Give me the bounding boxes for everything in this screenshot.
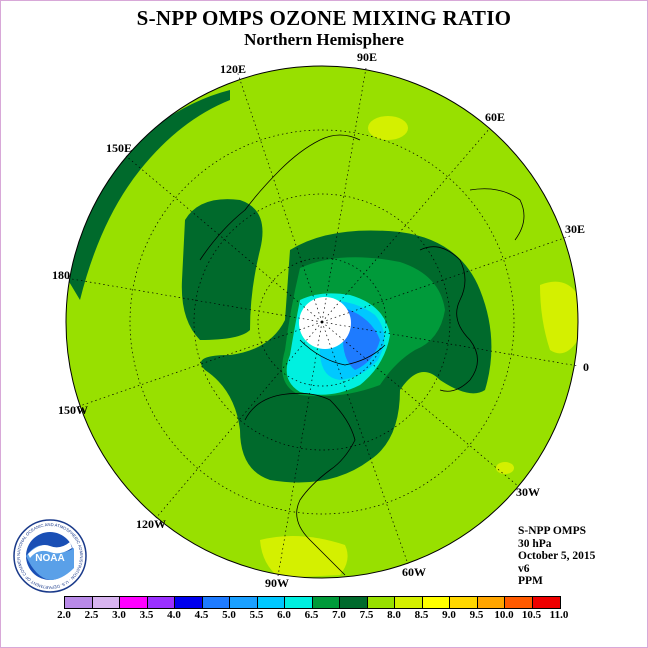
label-90w: 90W	[265, 576, 289, 590]
ozone-patch-north	[368, 116, 408, 140]
coastline-arctic	[299, 339, 386, 366]
meridian-30w	[321, 321, 519, 487]
colorbar-swatch	[312, 597, 340, 608]
colorbar-tick-label: 10.0	[494, 609, 514, 621]
meridian-0	[321, 321, 579, 367]
colorbar-tick-label: 7.0	[332, 609, 346, 621]
colorbar-swatch	[257, 597, 285, 608]
colorbar-tick-label: 6.0	[277, 609, 291, 621]
colorbar-swatch	[65, 597, 93, 608]
colorbar-swatch	[505, 597, 533, 608]
logo-text: NOAA	[35, 553, 64, 564]
chart-subtitle: Northern Hemisphere	[244, 30, 404, 49]
coastline-europe	[419, 246, 478, 392]
meridian-30e	[321, 235, 571, 323]
coastline-siberia	[199, 134, 361, 261]
map-boundary	[65, 65, 579, 579]
label-0: 0	[583, 360, 589, 374]
meridian-180	[65, 277, 323, 323]
colorbar-swatch	[147, 597, 175, 608]
colorbar-tick-label: 2.0	[57, 609, 71, 621]
label-60e: 60E	[485, 110, 506, 124]
colorbar-swatch	[450, 597, 478, 608]
label-30w: 30W	[516, 485, 540, 499]
colorbar-swatch	[120, 597, 148, 608]
colorbar-tick-label: 9.5	[469, 609, 484, 621]
parallel-0	[129, 129, 515, 515]
colorbar-tick-label: 4.0	[167, 609, 181, 621]
label-30e: 30E	[565, 222, 586, 236]
colorbar-tick-label: 10.5	[521, 609, 542, 621]
colorbar-tick-label: 8.0	[387, 609, 401, 621]
parallel-60n	[257, 257, 387, 387]
ozone-region-4.5-5	[342, 308, 380, 370]
polar-night-gap	[299, 297, 351, 349]
colorbar-swatch	[367, 597, 395, 608]
colorbar-tick-label: 3.0	[112, 609, 126, 621]
colorbar-tick-label: 7.5	[359, 609, 374, 621]
colorbar-tick-label: 9.0	[442, 609, 456, 621]
colorbar-tick-label: 2.5	[84, 609, 99, 621]
coastline-asia	[469, 188, 525, 241]
label-150e: 150E	[106, 141, 133, 155]
colorbar-tick-label: 3.5	[139, 609, 154, 621]
parallel-30n	[193, 193, 451, 451]
label-60w: 60W	[402, 565, 426, 579]
label-90e: 90E	[357, 50, 378, 64]
info-version: v6	[518, 562, 530, 575]
colorbar-swatch	[285, 597, 313, 608]
colorbar-swatch	[202, 597, 230, 608]
colorbar-swatch	[477, 597, 505, 608]
colorbar-tick-label: 6.5	[304, 609, 319, 621]
info-date: October 5, 2015	[518, 550, 596, 562]
info-block: S-NPP OMPS 30 hPa October 5, 2015 v6 PPM	[518, 525, 595, 588]
meridian-150w	[73, 321, 323, 409]
info-units: PPM	[518, 575, 543, 587]
colorbar-swatch	[92, 597, 120, 608]
ozone-region-pacific	[181, 199, 263, 340]
ozone-patch-southeast	[496, 462, 514, 474]
colorbar-tick-label: 8.5	[414, 609, 429, 621]
colorbar-swatch	[422, 597, 450, 608]
noaa-logo: NOAA NATIONAL OCEANIC AND ATMOSPHERIC AD…	[12, 518, 87, 593]
label-180: 180	[52, 268, 70, 282]
colorbar-swatch	[230, 597, 258, 608]
coastlines	[199, 134, 525, 576]
info-level: 30 hPa	[518, 537, 552, 550]
colorbar	[64, 596, 561, 609]
colorbar-tick-label: 5.0	[222, 609, 236, 621]
colorbar-swatch	[340, 597, 368, 608]
colorbar-swatch	[175, 597, 203, 608]
colorbar-swatch	[532, 597, 560, 608]
chart-title: S-NPP OMPS OZONE MIXING RATIO	[136, 6, 512, 30]
colorbar-tick-label: 11.0	[549, 609, 569, 621]
ozone-patch-south	[260, 536, 348, 578]
coastline-north-america	[244, 392, 356, 576]
colorbar-tick-label: 5.5	[249, 609, 264, 621]
colorbar-swatch	[395, 597, 423, 608]
label-150w: 150W	[58, 403, 88, 417]
graticule	[65, 67, 579, 577]
info-instrument: S-NPP OMPS	[518, 525, 587, 537]
ozone-patch-east	[540, 281, 578, 354]
label-120e: 120E	[220, 62, 247, 76]
colorbar-tick-label: 4.5	[194, 609, 209, 621]
label-120w: 120W	[136, 517, 166, 531]
